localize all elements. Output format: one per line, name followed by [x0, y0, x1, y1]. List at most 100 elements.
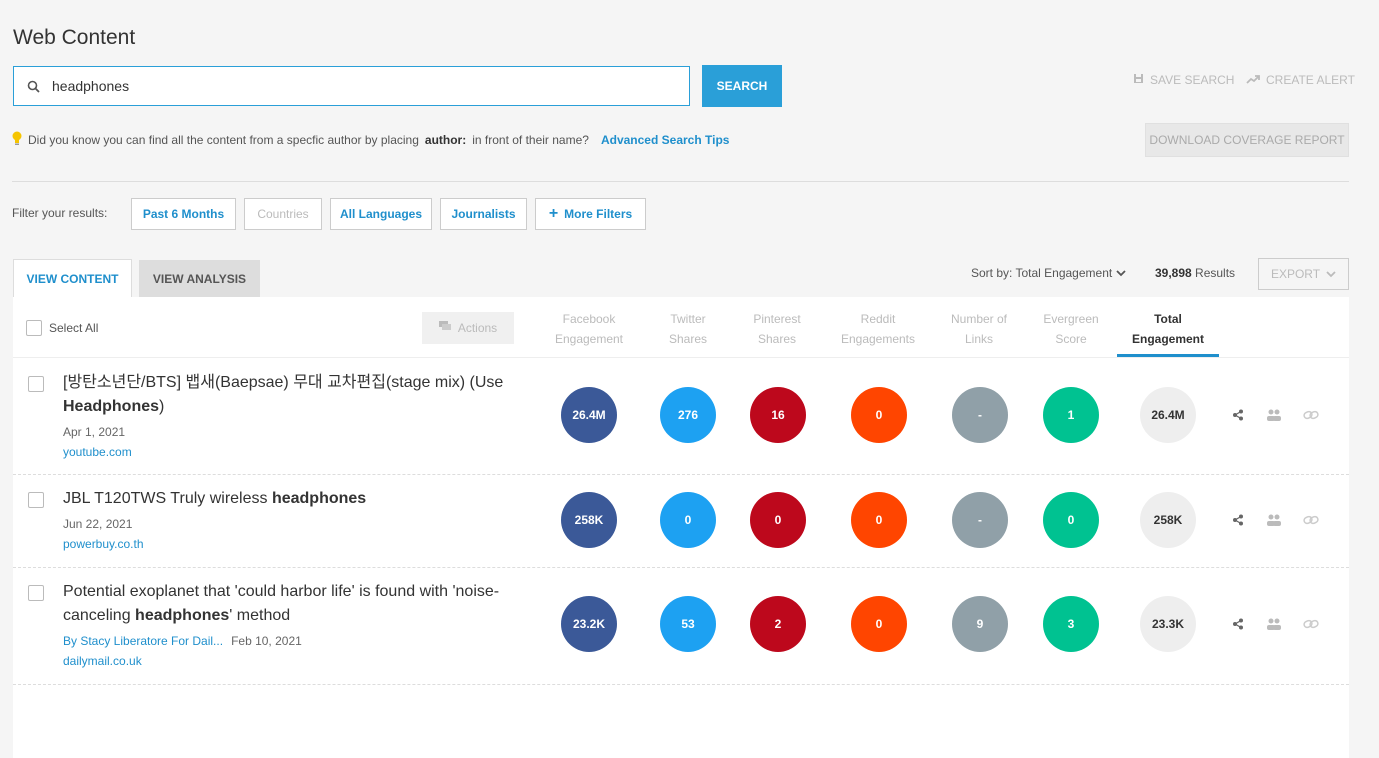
article-author[interactable]: By Stacy Liberatore For Dail...: [63, 634, 224, 648]
select-all-checkbox[interactable]: [26, 320, 42, 336]
pinterest-shares: 16: [750, 387, 806, 443]
results-count: 39,898 Results: [1155, 266, 1235, 280]
search-button[interactable]: SEARCH: [702, 65, 782, 107]
results-word: Results: [1195, 266, 1236, 280]
page-title: Web Content: [13, 26, 136, 49]
article-date: Jun 22, 2021: [63, 517, 133, 531]
pinterest-shares: 0: [750, 492, 806, 548]
link-icon[interactable]: [1301, 614, 1321, 634]
col-reddit-engagements[interactable]: Reddit Engagements: [840, 312, 916, 346]
save-icon: [1133, 73, 1144, 87]
table-row: Potential exoplanet that 'could harbor l…: [13, 568, 1349, 685]
more-filters-label: More Filters: [564, 207, 633, 221]
number-of-links: -: [952, 387, 1008, 443]
reddit-engagements: 0: [851, 596, 907, 652]
article-meta: Jun 22, 2021: [63, 517, 132, 531]
reddit-engagements: 0: [851, 492, 907, 548]
link-icon[interactable]: [1301, 510, 1321, 530]
share-icon[interactable]: [1228, 405, 1248, 425]
filter-countries[interactable]: Countries: [244, 198, 322, 230]
search-tip: Did you know you can find all the conten…: [12, 131, 729, 149]
actions-button[interactable]: Actions: [422, 312, 514, 344]
people-icon[interactable]: [1264, 405, 1284, 425]
article-domain[interactable]: dailymail.co.uk: [63, 654, 142, 668]
filter-all-languages[interactable]: All Languages: [330, 198, 432, 230]
article-domain[interactable]: powerbuy.co.th: [63, 537, 144, 551]
active-sort-indicator: [1117, 354, 1219, 357]
total-engagement: 258K: [1140, 492, 1196, 548]
col-total-engagement[interactable]: Total Engagement: [1131, 312, 1204, 346]
advanced-search-tips-link[interactable]: Advanced Search Tips: [600, 133, 730, 147]
sort-dropdown[interactable]: Sort by: Total Engagement: [971, 266, 1126, 280]
plus-icon: +: [548, 205, 559, 222]
pinterest-shares: 2: [750, 596, 806, 652]
tab-view-content[interactable]: VIEW CONTENT: [13, 259, 132, 298]
create-alert-label: CREATE ALERT: [1266, 73, 1355, 87]
total-engagement: 26.4M: [1140, 387, 1196, 443]
article-date: Apr 1, 2021: [63, 425, 126, 439]
facebook-engagement: 26.4M: [561, 387, 617, 443]
results-number: 39,898: [1155, 266, 1192, 280]
tab-view-analysis[interactable]: VIEW ANALYSIS: [139, 260, 260, 297]
save-search-link[interactable]: SAVE SEARCH: [1133, 73, 1234, 87]
comment-icon: [438, 321, 452, 335]
twitter-shares: 53: [660, 596, 716, 652]
filter-journalists[interactable]: Journalists: [440, 198, 527, 230]
filter-past-6-months[interactable]: Past 6 Months: [131, 198, 236, 230]
results-panel: Select All Actions Facebook Engagement Tw…: [13, 297, 1349, 758]
article-title[interactable]: Potential exoplanet that 'could harbor l…: [63, 583, 500, 624]
evergreen-score: 1: [1043, 387, 1099, 443]
facebook-engagement: 23.2K: [561, 596, 617, 652]
total-engagement: 23.3K: [1140, 596, 1196, 652]
save-search-label: SAVE SEARCH: [1150, 73, 1235, 87]
share-icon[interactable]: [1228, 510, 1248, 530]
people-icon[interactable]: [1264, 614, 1284, 634]
row-checkbox[interactable]: [28, 376, 44, 392]
divider: [12, 181, 1349, 182]
facebook-engagement: 258K: [561, 492, 617, 548]
article-title[interactable]: [방탄소년단/BTS] 뱁새(Baepsae) 무대 교차편집(stage mi…: [63, 374, 504, 415]
lightbulb-icon: [12, 131, 22, 149]
trending-icon: [1246, 73, 1260, 87]
search-box[interactable]: [13, 66, 690, 106]
chevron-down-icon: [1326, 267, 1336, 281]
download-coverage-report-button[interactable]: DOWNLOAD COVERAGE REPORT: [1145, 123, 1349, 157]
twitter-shares: 276: [660, 387, 716, 443]
evergreen-score: 0: [1043, 492, 1099, 548]
col-facebook-engagement[interactable]: Facebook Engagement: [554, 312, 624, 346]
article-meta: By Stacy Liberatore For Dail... Feb 10, 2…: [63, 634, 302, 648]
share-icon[interactable]: [1228, 614, 1248, 634]
table-row: [방탄소년단/BTS] 뱁새(Baepsae) 무대 교차편집(stage mi…: [13, 359, 1349, 475]
sort-label: Sort by: Total Engagement: [971, 266, 1113, 280]
article-date: Feb 10, 2021: [231, 634, 302, 648]
table-row: JBL T120TWS Truly wireless headphones Ju…: [13, 475, 1349, 568]
link-icon[interactable]: [1301, 405, 1321, 425]
tip-suffix: in front of their name?: [472, 133, 589, 147]
table-header: Select All Actions Facebook Engagement Tw…: [13, 297, 1349, 358]
chevron-down-icon: [1116, 266, 1126, 280]
col-number-of-links[interactable]: Number of Links: [950, 312, 1008, 346]
more-filters-button[interactable]: + More Filters: [535, 198, 646, 230]
row-checkbox[interactable]: [28, 492, 44, 508]
export-button[interactable]: EXPORT: [1258, 258, 1349, 290]
article-title[interactable]: JBL T120TWS Truly wireless headphones: [63, 490, 367, 507]
article-domain[interactable]: youtube.com: [63, 445, 132, 459]
twitter-shares: 0: [660, 492, 716, 548]
tip-keyword: author:: [424, 133, 467, 147]
people-icon[interactable]: [1264, 510, 1284, 530]
select-all-label: Select All: [49, 321, 99, 335]
row-checkbox[interactable]: [28, 585, 44, 601]
col-evergreen-score[interactable]: Evergreen Score: [1043, 312, 1099, 346]
actions-label: Actions: [457, 321, 498, 335]
evergreen-score: 3: [1043, 596, 1099, 652]
export-label: EXPORT: [1270, 267, 1321, 281]
col-pinterest-shares[interactable]: Pinterest Shares: [753, 312, 801, 346]
number-of-links: 9: [952, 596, 1008, 652]
tip-prefix: Did you know you can find all the conten…: [28, 133, 419, 147]
search-icon: [14, 80, 52, 93]
search-input[interactable]: [52, 78, 652, 94]
article-meta: Apr 1, 2021: [63, 425, 125, 439]
col-twitter-shares[interactable]: Twitter Shares: [668, 312, 708, 346]
reddit-engagements: 0: [851, 387, 907, 443]
create-alert-link[interactable]: CREATE ALERT: [1246, 73, 1355, 87]
